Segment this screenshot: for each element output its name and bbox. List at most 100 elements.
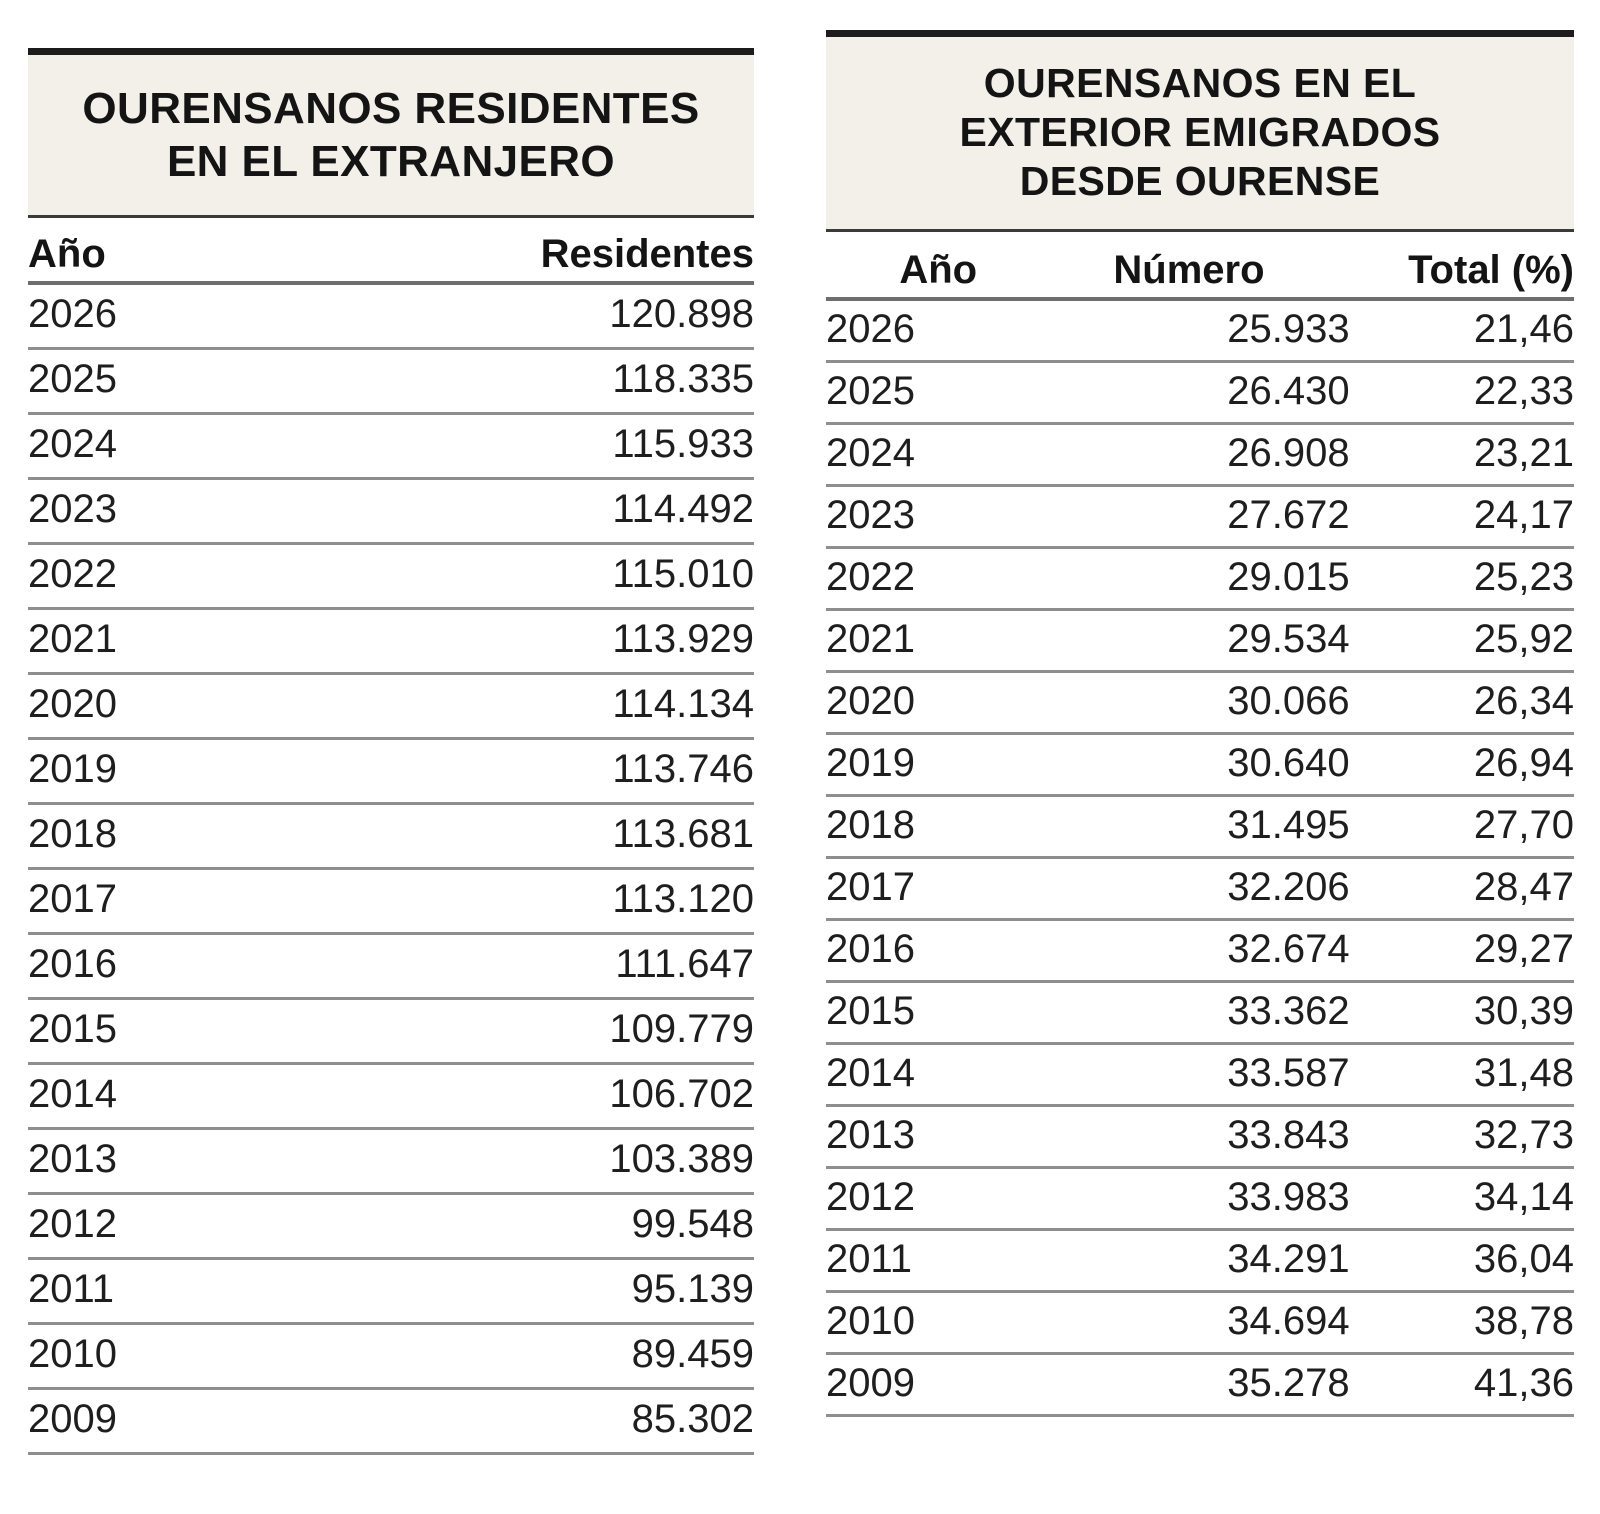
- column-header-year: Año: [826, 231, 1051, 301]
- cell-year: 2011: [28, 1258, 333, 1325]
- cell-numero: 33.587: [1050, 1043, 1350, 1107]
- table-row: 2013 33.843 32,73: [826, 1105, 1574, 1169]
- table-row: 2021 113.929: [28, 608, 754, 675]
- cell-numero: 35.278: [1050, 1353, 1350, 1417]
- cell-total-pct: 28,47: [1349, 857, 1574, 921]
- cell-year: 2020: [28, 673, 333, 740]
- panel-title-block-left: OURENSANOS RESIDENTES EN EL EXTRANJERO: [28, 48, 754, 215]
- cell-residentes: 103.389: [332, 1128, 754, 1195]
- cell-year: 2025: [826, 361, 1051, 425]
- table-row: 2010 34.694 38,78: [826, 1291, 1574, 1355]
- cell-year: 2019: [28, 738, 333, 805]
- cell-year: 2009: [28, 1388, 333, 1455]
- cell-total-pct: 29,27: [1349, 919, 1574, 983]
- panel-title-line-2: EXTERIOR EMIGRADOS: [959, 109, 1441, 156]
- cell-residentes: 113.120: [332, 868, 754, 935]
- cell-residentes: 106.702: [332, 1063, 754, 1130]
- cell-residentes: 89.459: [332, 1323, 754, 1390]
- cell-residentes: 111.647: [332, 933, 754, 1000]
- table-row: 2009 35.278 41,36: [826, 1353, 1574, 1417]
- cell-residentes: 113.746: [332, 738, 754, 805]
- cell-year: 2014: [28, 1063, 333, 1130]
- cell-total-pct: 26,94: [1349, 733, 1574, 797]
- table-row: 2012 99.548: [28, 1193, 754, 1260]
- cell-year: 2024: [28, 413, 333, 480]
- cell-numero: 34.291: [1050, 1229, 1350, 1293]
- cell-year: 2025: [28, 348, 333, 415]
- title-underline-right: [826, 228, 1574, 232]
- table-row: 2018 31.495 27,70: [826, 795, 1574, 859]
- cell-total-pct: 22,33: [1349, 361, 1574, 425]
- table-row: 2026 120.898: [28, 282, 754, 350]
- table-row: 2022 29.015 25,23: [826, 547, 1574, 611]
- cell-year: 2021: [826, 609, 1051, 673]
- column-header-numero: Número: [1050, 231, 1350, 301]
- table-header-row: Año Número Total (%): [826, 231, 1574, 301]
- table-head-left: Año Residentes: [28, 217, 754, 285]
- data-table-emigrados: Año Número Total (%) 2026 25.933 21,46 202…: [826, 231, 1574, 1417]
- cell-total-pct: 21,46: [1349, 298, 1574, 363]
- table-header-row: Año Residentes: [28, 217, 754, 285]
- table-row: 2016 111.647: [28, 933, 754, 1000]
- cell-total-pct: 31,48: [1349, 1043, 1574, 1107]
- cell-numero: 26.908: [1050, 423, 1350, 487]
- cell-residentes: 113.681: [332, 803, 754, 870]
- column-header-year: Año: [28, 217, 333, 285]
- table-row: 2009 85.302: [28, 1388, 754, 1455]
- cell-year: 2014: [826, 1043, 1051, 1107]
- table-row: 2025 26.430 22,33: [826, 361, 1574, 425]
- cell-residentes: 115.010: [332, 543, 754, 610]
- cell-total-pct: 24,17: [1349, 485, 1574, 549]
- cell-residentes: 109.779: [332, 998, 754, 1065]
- cell-year: 2022: [28, 543, 333, 610]
- table-row: 2014 33.587 31,48: [826, 1043, 1574, 1107]
- cell-total-pct: 25,23: [1349, 547, 1574, 611]
- cell-year: 2023: [28, 478, 333, 545]
- cell-numero: 30.640: [1050, 733, 1350, 797]
- table-row: 2023 114.492: [28, 478, 754, 545]
- table-row: 2018 113.681: [28, 803, 754, 870]
- cell-year: 2026: [826, 298, 1051, 363]
- cell-year: 2018: [28, 803, 333, 870]
- cell-numero: 33.983: [1050, 1167, 1350, 1231]
- table-row: 2012 33.983 34,14: [826, 1167, 1574, 1231]
- cell-total-pct: 32,73: [1349, 1105, 1574, 1169]
- table-row: 2011 95.139: [28, 1258, 754, 1325]
- table-row: 2019 113.746: [28, 738, 754, 805]
- cell-year: 2026: [28, 282, 333, 350]
- cell-year: 2015: [826, 981, 1051, 1045]
- table-body-right: 2026 25.933 21,46 2025 26.430 22,33 2024 26.9…: [826, 298, 1574, 1417]
- table-panel-emigrados-desde-ourense: OURENSANOS EN EL EXTERIOR EMIGRADOS DESD…: [826, 30, 1574, 1417]
- cell-numero: 27.672: [1050, 485, 1350, 549]
- cell-year: 2017: [28, 868, 333, 935]
- cell-residentes: 115.933: [332, 413, 754, 480]
- cell-residentes: 99.548: [332, 1193, 754, 1260]
- table-row: 2017 113.120: [28, 868, 754, 935]
- table-row: 2019 30.640 26,94: [826, 733, 1574, 797]
- cell-year: 2019: [826, 733, 1051, 797]
- title-underline-left: [28, 214, 754, 218]
- table-row: 2015 33.362 30,39: [826, 981, 1574, 1045]
- panel-title-line-1: OURENSANOS EN EL: [983, 60, 1417, 106]
- table-row: 2022 115.010: [28, 543, 754, 610]
- cell-year: 2009: [826, 1353, 1051, 1417]
- cell-year: 2024: [826, 423, 1051, 487]
- cell-residentes: 114.492: [332, 478, 754, 545]
- cell-year: 2013: [28, 1128, 333, 1195]
- cell-residentes: 113.929: [332, 608, 754, 675]
- data-table-residentes: Año Residentes 2026 120.898 2025 118.335 2…: [28, 217, 754, 1455]
- cell-year: 2018: [826, 795, 1051, 859]
- table-row: 2015 109.779: [28, 998, 754, 1065]
- cell-total-pct: 25,92: [1349, 609, 1574, 673]
- cell-numero: 25.933: [1050, 298, 1350, 363]
- cell-year: 2021: [28, 608, 333, 675]
- cell-year: 2020: [826, 671, 1051, 735]
- cell-numero: 33.362: [1050, 981, 1350, 1045]
- cell-year: 2012: [28, 1193, 333, 1260]
- cell-total-pct: 26,34: [1349, 671, 1574, 735]
- cell-total-pct: 38,78: [1349, 1291, 1574, 1355]
- table-row: 2020 30.066 26,34: [826, 671, 1574, 735]
- cell-total-pct: 30,39: [1349, 981, 1574, 1045]
- cell-numero: 26.430: [1050, 361, 1350, 425]
